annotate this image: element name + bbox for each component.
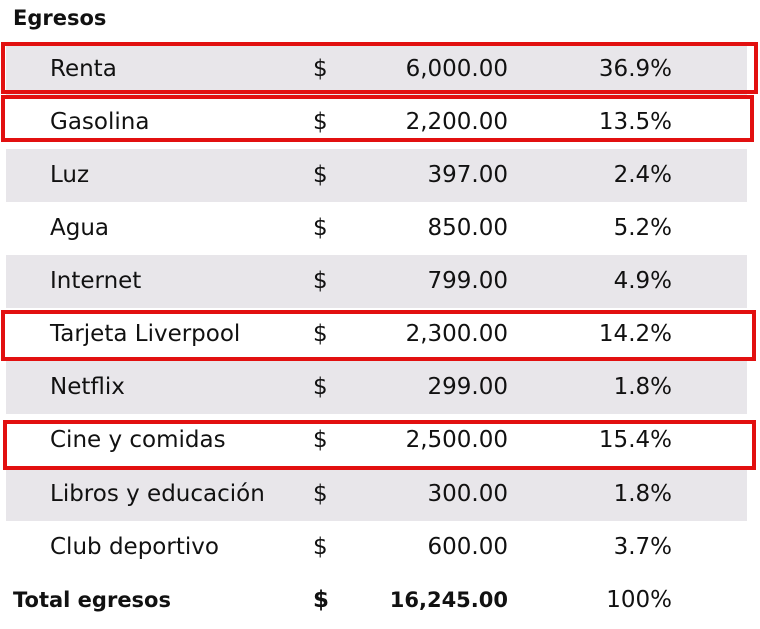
expense-amount: 6,000.00 <box>405 56 508 82</box>
expense-label: Gasolina <box>50 109 150 135</box>
expense-label: Libros y educación <box>50 481 265 507</box>
expense-percent: 36.9% <box>598 56 672 82</box>
expense-label: Cine y comidas <box>50 427 226 453</box>
expense-percent: 5.2% <box>613 215 672 241</box>
expense-row-gasolina: Gasolina $ 2,200.00 13.5% <box>6 96 747 149</box>
expense-row-netflix: Netflix $ 299.00 1.8% <box>6 361 747 414</box>
currency-symbol: $ <box>313 109 328 135</box>
expense-row-internet: Internet $ 799.00 4.9% <box>6 255 747 308</box>
expense-amount: 300.00 <box>427 481 508 507</box>
expense-amount: 850.00 <box>427 215 508 241</box>
currency-symbol: $ <box>313 374 328 400</box>
expense-percent: 15.4% <box>598 427 672 453</box>
total-row: Total egresos $ 16,245.00 100% <box>6 574 747 627</box>
expense-amount: 2,300.00 <box>405 321 508 347</box>
currency-symbol: $ <box>313 481 328 507</box>
expense-percent: 4.9% <box>613 268 672 294</box>
total-amount: 16,245.00 <box>389 588 508 612</box>
currency-symbol: $ <box>313 268 328 294</box>
expense-label: Renta <box>50 56 117 82</box>
total-percent: 100% <box>606 587 672 613</box>
expense-row-tarjeta-liverpool: Tarjeta Liverpool $ 2,300.00 14.2% <box>6 308 747 361</box>
currency-symbol: $ <box>313 534 328 560</box>
expense-row-cine-y-comidas: Cine y comidas $ 2,500.00 15.4% <box>6 414 747 467</box>
expense-row-renta: Renta $ 6,000.00 36.9% <box>6 43 747 96</box>
currency-symbol: $ <box>313 215 328 241</box>
expense-amount: 2,500.00 <box>405 427 508 453</box>
expense-percent: 13.5% <box>598 109 672 135</box>
expense-amount: 799.00 <box>427 268 508 294</box>
expense-amount: 600.00 <box>427 534 508 560</box>
expense-amount: 397.00 <box>427 162 508 188</box>
expense-label: Netflix <box>50 374 125 400</box>
section-title: Egresos <box>13 6 107 30</box>
expense-amount: 299.00 <box>427 374 508 400</box>
expense-label: Luz <box>50 162 90 188</box>
expense-label: Agua <box>50 215 110 241</box>
expense-amount: 2,200.00 <box>405 109 508 135</box>
expense-percent: 3.7% <box>613 534 672 560</box>
expense-row-club-deportivo: Club deportivo $ 600.00 3.7% <box>6 521 747 574</box>
expense-label: Tarjeta Liverpool <box>50 321 241 347</box>
expense-row-libros-y-educacion: Libros y educación $ 300.00 1.8% <box>6 468 747 521</box>
expense-label: Club deportivo <box>50 534 219 560</box>
expense-percent: 1.8% <box>613 374 672 400</box>
expense-percent: 14.2% <box>598 321 672 347</box>
currency-symbol: $ <box>313 162 328 188</box>
currency-symbol: $ <box>313 427 328 453</box>
expense-percent: 1.8% <box>613 481 672 507</box>
currency-symbol: $ <box>313 56 328 82</box>
total-label: Total egresos <box>13 588 171 612</box>
expense-label: Internet <box>50 268 142 294</box>
expense-row-agua: Agua $ 850.00 5.2% <box>6 202 747 255</box>
expense-row-luz: Luz $ 397.00 2.4% <box>6 149 747 202</box>
currency-symbol: $ <box>313 321 328 347</box>
total-currency-symbol: $ <box>313 587 330 613</box>
expense-percent: 2.4% <box>613 162 672 188</box>
